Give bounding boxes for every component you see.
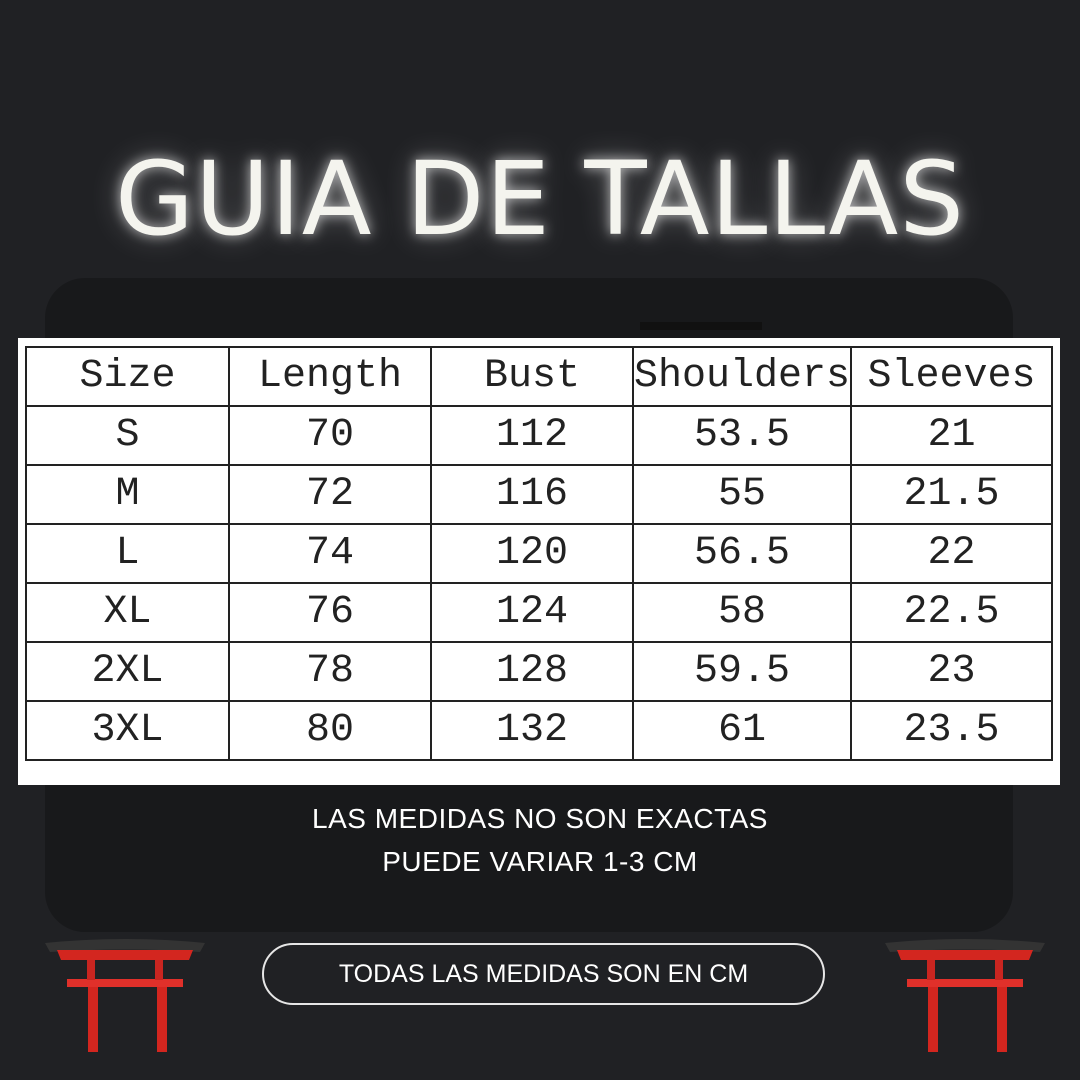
- table-cell: 128: [430, 641, 634, 702]
- table-cell: 120: [430, 523, 634, 584]
- table-cell: 76: [228, 582, 432, 643]
- table-cell: 21.5: [850, 464, 1054, 525]
- note-line-2: PUEDE VARIAR 1-3 CM: [382, 846, 698, 877]
- note-line-1: LAS MEDIDAS NO SON EXACTAS: [312, 803, 768, 834]
- table-cell: L: [25, 523, 230, 584]
- table-cell: 74: [228, 523, 432, 584]
- table-cell: XL: [25, 582, 230, 643]
- column-header: Length: [228, 346, 432, 407]
- page-title: GUIA DE TALLAS: [114, 140, 966, 259]
- column-header: Size: [25, 346, 230, 407]
- table-cell: M: [25, 464, 230, 525]
- header-row: Size Length Bust Shoulders Sleeves: [25, 346, 1054, 407]
- table-cell: 59.5: [631, 641, 853, 702]
- table-cell: S: [25, 405, 230, 466]
- cropped-header-remnant: [640, 322, 762, 330]
- table-row: M 72 116 55 21.5: [25, 464, 1054, 525]
- size-table: Size Length Bust Shoulders Sleeves S 70 112 53.5…: [25, 346, 1054, 761]
- column-header: Bust: [430, 346, 634, 407]
- table-cell: 22.5: [850, 582, 1054, 643]
- table-cell: 23: [850, 641, 1054, 702]
- table-row: 3XL 80 132 61 23.5: [25, 700, 1054, 761]
- torii-gate-icon: [885, 939, 1045, 1052]
- table-cell: 22: [850, 523, 1054, 584]
- table-cell: 78: [228, 641, 432, 702]
- table-row: S 70 112 53.5 21: [25, 405, 1054, 466]
- table-cell: 21: [850, 405, 1054, 466]
- table-cell: 70: [228, 405, 432, 466]
- table-row: L 74 120 56.5 22: [25, 523, 1054, 584]
- table-cell: 53.5: [631, 405, 853, 466]
- column-header: Shoulders: [631, 346, 853, 407]
- table-cell: 3XL: [25, 700, 230, 761]
- table-cell: 112: [430, 405, 634, 466]
- table-cell: 55: [631, 464, 853, 525]
- table-cell: 72: [228, 464, 432, 525]
- table-cell: 61: [631, 700, 853, 761]
- table-cell: 56.5: [631, 523, 853, 584]
- table-cell: 80: [228, 700, 432, 761]
- table-row: XL 76 124 58 22.5: [25, 582, 1054, 643]
- torii-gate-icon: [45, 939, 205, 1052]
- table-cell: 23.5: [850, 700, 1054, 761]
- table-cell: 2XL: [25, 641, 230, 702]
- table-cell: 124: [430, 582, 634, 643]
- table-cell: 58: [631, 582, 853, 643]
- table-cell: 116: [430, 464, 634, 525]
- table-row: 2XL 78 128 59.5 23: [25, 641, 1054, 702]
- column-header: Sleeves: [850, 346, 1054, 407]
- table-cell: 132: [430, 700, 634, 761]
- units-badge: TODAS LAS MEDIDAS SON EN CM: [262, 943, 825, 1005]
